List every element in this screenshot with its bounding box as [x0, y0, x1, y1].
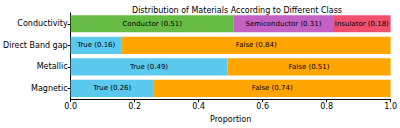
svg-text:Semiconductor (0.31): Semiconductor (0.31): [245, 20, 321, 28]
svg-text:0.8: 0.8: [320, 102, 333, 111]
svg-text:True (0.26): True (0.26): [92, 84, 131, 92]
svg-text:True (0.16): True (0.16): [76, 41, 115, 49]
svg-text:1.0: 1.0: [384, 102, 397, 111]
svg-text:0.4: 0.4: [192, 102, 205, 111]
svg-text:Proportion: Proportion: [210, 115, 251, 124]
svg-text:Direct Band gap: Direct Band gap: [3, 41, 68, 50]
svg-text:Conductor (0.51): Conductor (0.51): [122, 20, 182, 28]
svg-text:Magnetic: Magnetic: [31, 84, 68, 93]
svg-text:0.6: 0.6: [256, 102, 269, 111]
svg-text:Distribution of Materials Acco: Distribution of Materials According to D…: [132, 6, 342, 15]
svg-text:Insulator (0.18): Insulator (0.18): [335, 20, 389, 28]
svg-text:0.2: 0.2: [128, 102, 141, 111]
svg-text:True (0.49): True (0.49): [129, 63, 168, 71]
svg-text:False (0.84): False (0.84): [236, 41, 277, 49]
svg-text:False (0.51): False (0.51): [289, 63, 330, 71]
svg-text:False (0.74): False (0.74): [252, 84, 293, 92]
svg-text:0.0: 0.0: [64, 102, 77, 111]
svg-text:Conductivity: Conductivity: [17, 19, 68, 28]
svg-text:Metallic: Metallic: [37, 62, 68, 71]
